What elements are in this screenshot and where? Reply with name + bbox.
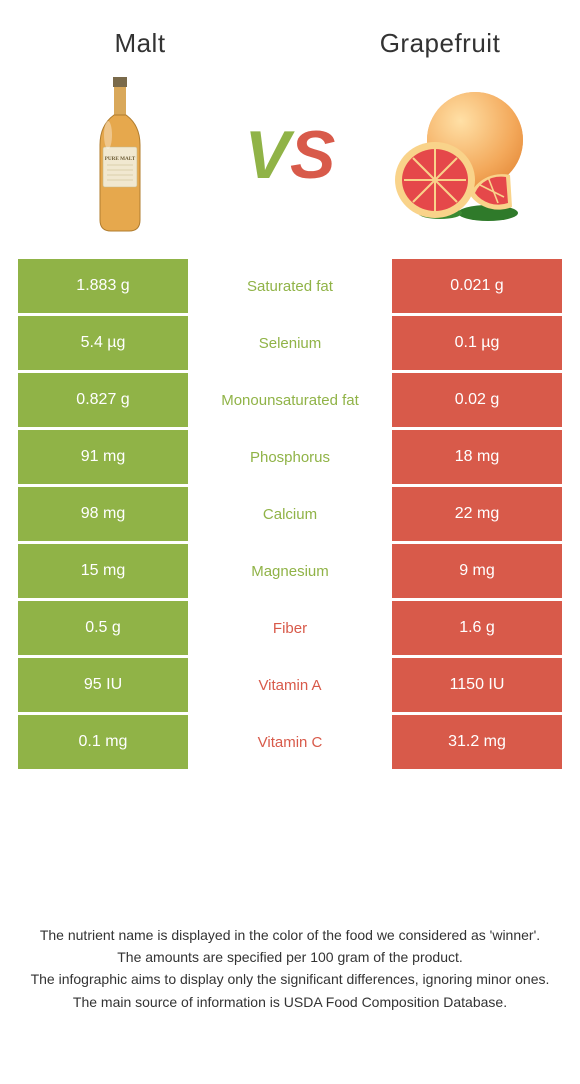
footer-notes: The nutrient name is displayed in the co…	[0, 925, 580, 1014]
table-row: 0.1 mgVitamin C31.2 mg	[18, 715, 562, 769]
vs-v-letter: V	[245, 121, 290, 189]
nutrient-label: Calcium	[188, 487, 392, 541]
nutrient-label: Magnesium	[188, 544, 392, 598]
table-row: 15 mgMagnesium9 mg	[18, 544, 562, 598]
right-value-cell: 9 mg	[392, 544, 562, 598]
right-value-cell: 0.021 g	[392, 259, 562, 313]
left-value-cell: 95 IU	[18, 658, 188, 712]
footer-line: The main source of information is USDA F…	[24, 992, 556, 1012]
table-row: 91 mgPhosphorus18 mg	[18, 430, 562, 484]
right-value-cell: 31.2 mg	[392, 715, 562, 769]
left-value-cell: 98 mg	[18, 487, 188, 541]
table-row: 5.4 µgSelenium0.1 µg	[18, 316, 562, 370]
right-value-cell: 0.02 g	[392, 373, 562, 427]
nutrient-table: 1.883 gSaturated fat0.021 g5.4 µgSeleniu…	[0, 259, 580, 769]
nutrient-label: Vitamin C	[188, 715, 392, 769]
nutrient-label: Phosphorus	[188, 430, 392, 484]
nutrient-label: Monounsaturated fat	[188, 373, 392, 427]
left-food-title: Malt	[40, 28, 240, 59]
left-value-cell: 1.883 g	[18, 259, 188, 313]
right-food-title: Grapefruit	[340, 28, 540, 59]
nutrient-label: Selenium	[188, 316, 392, 370]
grapefruit-icon	[380, 85, 540, 225]
right-food-image	[380, 75, 540, 235]
right-value-cell: 1150 IU	[392, 658, 562, 712]
header: Malt Grapefruit	[0, 0, 580, 59]
left-value-cell: 5.4 µg	[18, 316, 188, 370]
table-row: 0.827 gMonounsaturated fat0.02 g	[18, 373, 562, 427]
vs-label: VS	[245, 121, 336, 189]
left-value-cell: 0.5 g	[18, 601, 188, 655]
table-row: 1.883 gSaturated fat0.021 g	[18, 259, 562, 313]
left-value-cell: 15 mg	[18, 544, 188, 598]
footer-line: The infographic aims to display only the…	[24, 969, 556, 989]
right-value-cell: 1.6 g	[392, 601, 562, 655]
vs-s-letter: S	[290, 121, 335, 189]
footer-line: The nutrient name is displayed in the co…	[24, 925, 556, 945]
right-value-cell: 0.1 µg	[392, 316, 562, 370]
footer-line: The amounts are specified per 100 gram o…	[24, 947, 556, 967]
nutrient-label: Saturated fat	[188, 259, 392, 313]
nutrient-label: Vitamin A	[188, 658, 392, 712]
left-value-cell: 91 mg	[18, 430, 188, 484]
right-value-cell: 22 mg	[392, 487, 562, 541]
malt-bottle-icon: PURE MALT	[85, 75, 155, 235]
table-row: 95 IUVitamin A1150 IU	[18, 658, 562, 712]
table-row: 98 mgCalcium22 mg	[18, 487, 562, 541]
left-value-cell: 0.1 mg	[18, 715, 188, 769]
svg-text:PURE MALT: PURE MALT	[105, 156, 136, 162]
left-value-cell: 0.827 g	[18, 373, 188, 427]
left-food-image: PURE MALT	[40, 75, 200, 235]
nutrient-label: Fiber	[188, 601, 392, 655]
right-value-cell: 18 mg	[392, 430, 562, 484]
table-row: 0.5 gFiber1.6 g	[18, 601, 562, 655]
hero-row: PURE MALT VS	[0, 59, 580, 259]
